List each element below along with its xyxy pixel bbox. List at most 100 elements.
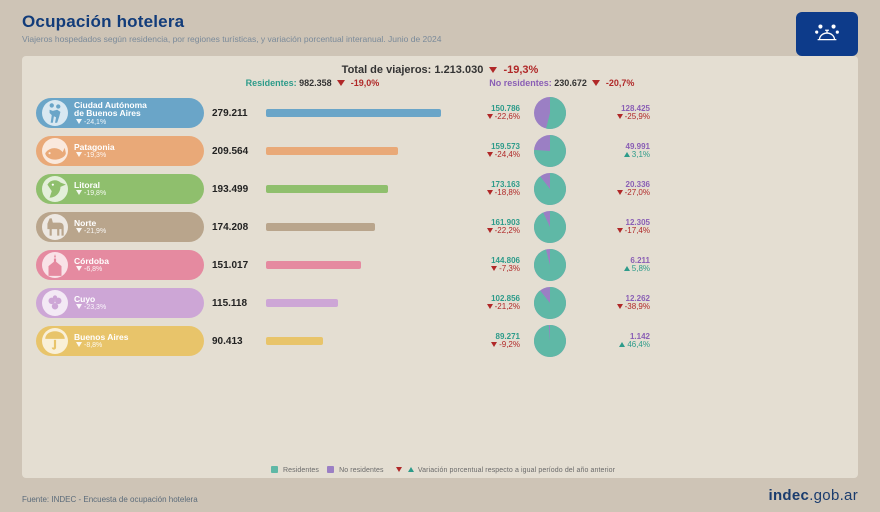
page-title: Ocupación hotelera [22, 12, 441, 32]
residents-value: 982.358 [299, 78, 332, 88]
bar-track [266, 185, 442, 193]
nonresidents-col: 128.425 -25,9% [580, 105, 650, 122]
totals-breakdown: Residentes: 982.358 -19,0% No residentes… [36, 78, 844, 88]
region-row: Cuyo -23,3% 115.118 102.856 -21,2% 12.26… [36, 284, 844, 322]
legend-swatch-residents [271, 466, 278, 473]
region-icon [42, 252, 68, 278]
residents-col: 150.786 -22,6% [450, 105, 520, 122]
nonresidents-label: No residentes: [489, 78, 552, 88]
region-pill-text: Litoral -19,8% [74, 181, 106, 198]
residents-col: 161.903 -22,2% [450, 219, 520, 236]
region-pill-text: Buenos Aires -8,8% [74, 333, 128, 350]
region-icon [42, 176, 68, 202]
nonresidents-var: -38,9% [580, 303, 650, 311]
region-variation: -19,8% [74, 190, 106, 197]
region-icon [42, 138, 68, 164]
bar-fill [266, 337, 323, 345]
region-variation: -21,9% [74, 228, 106, 235]
residents-var: -18,8% [450, 189, 520, 197]
down-triangle-icon [337, 80, 345, 86]
region-name: Córdoba [74, 257, 109, 266]
region-name: Cuyo [74, 295, 106, 304]
total-value: 1.213.030 [434, 64, 483, 76]
region-pill: Norte -21,9% [36, 212, 204, 242]
residents-var: -22,6% [450, 113, 520, 121]
nonresidents-var: -25,9% [580, 113, 650, 121]
totals-row: Total de viajeros: 1.213.030 -19,3% Resi… [36, 64, 844, 88]
region-name: Norte [74, 219, 106, 228]
legend-swatch-nonresidents [327, 466, 334, 473]
nonresidents-col: 20.336 -27,0% [580, 181, 650, 198]
bar-track [266, 223, 442, 231]
region-bar: 115.118 [212, 298, 442, 309]
nonresidents-col: 49.991 3,1% [580, 143, 650, 160]
bar-track [266, 337, 442, 345]
region-pill: Ciudad Autónomade Buenos Aires -24,1% [36, 98, 204, 128]
pie-chart [528, 323, 572, 359]
region-bar: 209.564 [212, 146, 442, 157]
bar-fill [266, 147, 398, 155]
region-row: Patagonia -19,3% 209.564 159.573 -24,4% … [36, 132, 844, 170]
region-icon [42, 214, 68, 240]
footer: Fuente: INDEC - Encuesta de ocupación ho… [22, 484, 858, 504]
region-bar: 174.208 [212, 222, 442, 233]
residents-col: 89.271 -9,2% [450, 333, 520, 350]
pie-chart [528, 247, 572, 283]
pie-chart [528, 209, 572, 245]
hotel-bell-icon [796, 12, 858, 56]
region-icon [42, 100, 68, 126]
pie-chart [528, 95, 572, 131]
nonresidents-value: 230.672 [554, 78, 587, 88]
source-text: Fuente: INDEC - Encuesta de ocupación ho… [22, 495, 198, 504]
region-pill-text: Cuyo -23,3% [74, 295, 106, 312]
bar-track [266, 109, 442, 117]
legend: Residentes No residentes Variación porce… [36, 466, 844, 474]
nonresidents-summary: No residentes: 230.672 -20,7% [489, 78, 634, 88]
down-triangle-icon [489, 67, 497, 73]
brand: indec.gob.ar [769, 487, 859, 504]
region-row: Litoral -19,8% 193.499 173.163 -18,8% 20… [36, 170, 844, 208]
nonresidents-col: 12.262 -38,9% [580, 295, 650, 312]
down-triangle-icon [592, 80, 600, 86]
nonresidents-var: 5,8% [580, 265, 650, 273]
residents-col: 159.573 -24,4% [450, 143, 520, 160]
pie-chart [528, 133, 572, 169]
residents-col: 144.806 -7,3% [450, 257, 520, 274]
region-icon [42, 290, 68, 316]
region-pill-text: Patagonia -19,3% [74, 143, 115, 160]
region-pill: Buenos Aires -8,8% [36, 326, 204, 356]
region-variation: -23,3% [74, 304, 106, 311]
region-variation: -6,8% [74, 266, 109, 273]
bar-fill [266, 109, 441, 117]
region-total: 115.118 [212, 298, 266, 309]
residents-summary: Residentes: 982.358 -19,0% [246, 78, 380, 88]
region-bar: 151.017 [212, 260, 442, 271]
region-row: Ciudad Autónomade Buenos Aires -24,1% 27… [36, 94, 844, 132]
region-total: 209.564 [212, 146, 266, 157]
nonresidents-var: -27,0% [580, 189, 650, 197]
down-triangle-icon [396, 467, 402, 472]
residents-label: Residentes: [246, 78, 297, 88]
brand-bold: indec [769, 487, 810, 504]
region-bar: 90.413 [212, 336, 442, 347]
bar-fill [266, 223, 375, 231]
residents-var: -9,2% [450, 341, 520, 349]
region-name: Litoral [74, 181, 106, 190]
region-pill: Cuyo -23,3% [36, 288, 204, 318]
region-total: 279.211 [212, 108, 266, 119]
region-bar: 279.211 [212, 108, 442, 119]
legend-residents: Residentes [283, 467, 319, 474]
region-total: 174.208 [212, 222, 266, 233]
residents-col: 102.856 -21,2% [450, 295, 520, 312]
region-rows: Ciudad Autónomade Buenos Aires -24,1% 27… [36, 94, 844, 464]
region-pill: Patagonia -19,3% [36, 136, 204, 166]
region-name: Ciudad Autónomade Buenos Aires [74, 101, 147, 118]
brand-rest: .gob.ar [809, 487, 858, 504]
region-pill: Litoral -19,8% [36, 174, 204, 204]
bar-fill [266, 261, 361, 269]
nonresidents-var: -17,4% [580, 227, 650, 235]
region-name: Patagonia [74, 143, 115, 152]
residents-col: 173.163 -18,8% [450, 181, 520, 198]
region-pill-text: Norte -21,9% [74, 219, 106, 236]
legend-note: Variación porcentual respecto a igual pe… [418, 467, 615, 474]
